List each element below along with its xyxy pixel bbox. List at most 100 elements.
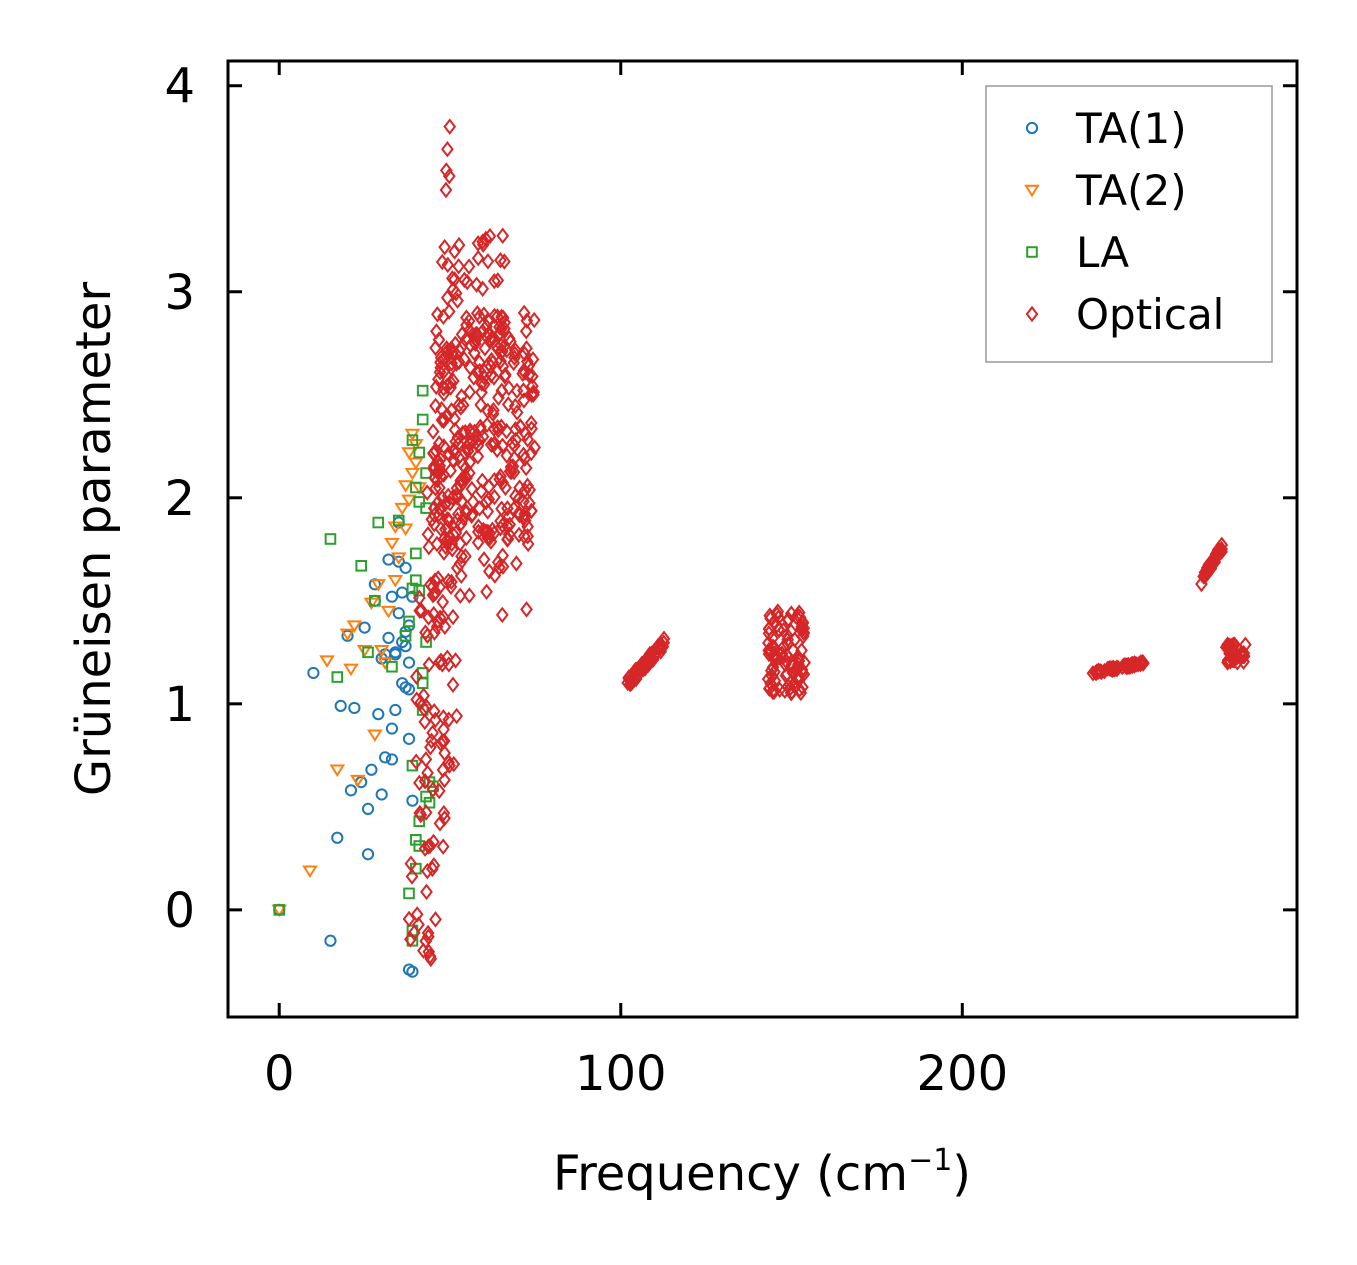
data-point (484, 358, 498, 375)
legend-marker (1025, 121, 1039, 135)
data-point (437, 412, 450, 430)
data-point (410, 906, 424, 923)
data-point (396, 677, 409, 690)
data-point (517, 392, 531, 409)
data-point (462, 258, 476, 275)
data-point (402, 683, 416, 696)
data-point (784, 623, 798, 640)
data-point (768, 672, 782, 689)
data-point (432, 479, 446, 497)
data-point (385, 590, 399, 603)
data-point (524, 444, 538, 462)
data-point (786, 641, 800, 659)
data-point (517, 446, 530, 463)
data-point (386, 660, 398, 673)
data-point (491, 421, 505, 439)
data-point (387, 521, 404, 534)
data-point (493, 318, 506, 336)
data-point (392, 607, 405, 620)
data-point (397, 523, 414, 536)
data-point (363, 597, 380, 611)
data-point (1134, 654, 1147, 671)
data-point (501, 531, 514, 548)
data-point (517, 382, 530, 399)
data-point (473, 500, 486, 517)
data-point (483, 529, 497, 547)
data-point (420, 502, 432, 514)
x-tick-label: 0 (264, 1046, 295, 1102)
data-point (449, 285, 463, 302)
data-point (390, 552, 407, 565)
data-point (412, 916, 425, 933)
data-point (478, 340, 492, 357)
series-ta-2- (271, 428, 428, 918)
data-point (372, 516, 385, 529)
data-point (509, 421, 522, 438)
data-point (449, 524, 463, 542)
data-point (416, 384, 429, 397)
data-point (422, 609, 435, 626)
data-point (428, 585, 441, 603)
data-point (420, 883, 433, 901)
data-point (766, 682, 780, 700)
data-point (461, 442, 475, 460)
data-point (496, 358, 510, 375)
data-point (499, 479, 512, 496)
data-point (437, 608, 450, 626)
data-point (428, 507, 441, 524)
data-point (439, 162, 453, 179)
data-point (480, 583, 493, 601)
data-point (524, 502, 538, 520)
y-tick-label: 2 (164, 471, 195, 527)
data-point (463, 587, 476, 604)
data-point (455, 548, 468, 565)
data-point (370, 579, 387, 592)
data-point (477, 376, 491, 393)
data-point (772, 621, 786, 638)
data-point (413, 815, 426, 828)
data-point (438, 771, 451, 789)
data-point (433, 815, 447, 832)
data-point (796, 615, 810, 632)
data-point (434, 359, 448, 376)
data-point (437, 544, 451, 561)
data-point (392, 514, 405, 527)
data-point (501, 500, 514, 517)
data-point (324, 533, 337, 545)
data-point (401, 494, 417, 508)
x-tick-label: 200 (916, 1046, 1008, 1102)
data-point (413, 584, 426, 597)
data-point (334, 699, 347, 712)
data-point (429, 911, 442, 928)
data-point (480, 416, 494, 434)
data-point (430, 535, 444, 553)
data-point (472, 431, 486, 448)
data-point (339, 628, 356, 642)
data-point (484, 436, 498, 454)
data-point (379, 751, 392, 764)
data-point (426, 724, 439, 742)
data-point (522, 495, 536, 512)
data-point (406, 434, 419, 446)
data-point (404, 931, 417, 948)
data-point (657, 634, 671, 651)
data-point (470, 276, 483, 293)
data-point (419, 624, 432, 641)
data-point (428, 624, 441, 641)
data-point (463, 434, 476, 452)
data-point (432, 654, 446, 671)
data-point (471, 448, 485, 465)
data-point (403, 615, 415, 628)
data-point (516, 365, 530, 382)
data-point (446, 676, 460, 694)
data-point (443, 118, 457, 135)
data-point (438, 744, 452, 762)
data-point (494, 252, 507, 269)
x-tick-label: 100 (575, 1046, 667, 1102)
data-point (507, 354, 521, 372)
data-point (1086, 664, 1100, 682)
data-point (494, 512, 507, 530)
data-point (418, 713, 432, 731)
data-point (434, 467, 448, 485)
